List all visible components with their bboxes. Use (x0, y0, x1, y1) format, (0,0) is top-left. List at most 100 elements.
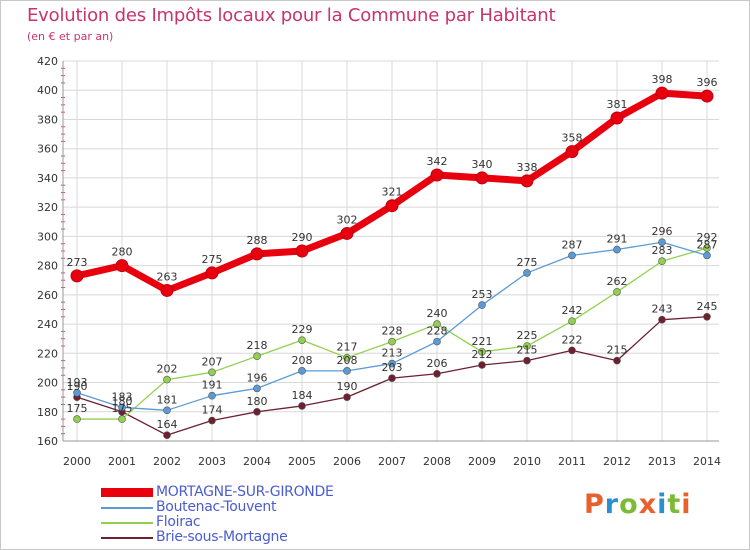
data-point (520, 174, 534, 188)
data-label: 212 (472, 348, 493, 361)
data-label: 184 (292, 389, 313, 402)
data-label: 228 (382, 325, 403, 338)
y-tick-label: 340 (37, 172, 58, 185)
data-point (703, 251, 711, 260)
y-tick-label: 300 (37, 230, 58, 243)
data-label: 292 (697, 231, 718, 244)
data-label: 302 (337, 213, 358, 226)
data-label: 208 (337, 354, 358, 367)
data-point (478, 348, 486, 356)
x-tick-label: 2009 (468, 455, 496, 468)
data-point (253, 407, 261, 416)
data-point (475, 171, 489, 185)
data-point (250, 247, 264, 261)
data-point (70, 269, 84, 283)
y-tick-label: 320 (37, 201, 58, 214)
data-label: 202 (157, 363, 178, 376)
y-tick-label: 420 (37, 55, 58, 68)
data-label: 175 (67, 402, 88, 415)
data-point (115, 259, 129, 273)
data-label: 398 (652, 73, 673, 86)
x-tick-label: 2013 (648, 455, 676, 468)
proxiti-logo[interactable]: Proxiti (584, 489, 692, 520)
data-label: 221 (472, 335, 493, 348)
logo-letter: i (657, 489, 668, 520)
data-label: 228 (427, 325, 448, 338)
data-point (433, 337, 441, 346)
data-point (700, 89, 714, 103)
data-point (208, 368, 216, 377)
logo-letter: i (681, 489, 692, 520)
data-point (658, 257, 666, 266)
data-point (658, 238, 666, 247)
data-point (343, 353, 351, 362)
data-label: 242 (562, 304, 583, 317)
x-tick-label: 2002 (153, 455, 181, 468)
x-tick-label: 2012 (603, 455, 631, 468)
legend-swatch (101, 488, 153, 497)
x-tick-label: 2004 (243, 455, 271, 468)
x-tick-label: 2001 (108, 455, 136, 468)
x-tick-label: 2005 (288, 455, 316, 468)
data-point (565, 145, 579, 159)
data-label: 283 (652, 244, 673, 257)
legend-label: Brie-sous-Mortagne (156, 529, 288, 545)
data-point (568, 346, 576, 355)
x-tick-label: 2008 (423, 455, 451, 468)
data-label: 203 (382, 361, 403, 374)
data-label: 291 (607, 233, 628, 246)
data-point (298, 402, 306, 410)
data-point (523, 342, 531, 350)
data-point (433, 320, 441, 328)
data-label: 190 (337, 380, 358, 393)
data-point (433, 369, 441, 378)
data-point (118, 403, 126, 412)
legend-swatch (101, 537, 153, 539)
y-tick-label: 380 (37, 113, 58, 126)
data-point (163, 375, 171, 384)
data-point (613, 288, 621, 296)
data-label: 296 (652, 225, 673, 238)
x-tick-label: 2011 (558, 455, 586, 468)
data-label: 287 (697, 238, 718, 251)
data-point (478, 301, 486, 309)
y-tick-label: 360 (37, 143, 58, 156)
data-label: 225 (517, 329, 538, 342)
legend-swatch (101, 507, 153, 509)
data-label: 253 (472, 288, 493, 301)
logo-letter: P (584, 489, 605, 520)
data-point (385, 199, 399, 213)
data-label: 208 (292, 354, 313, 367)
data-label: 215 (607, 344, 628, 357)
data-label: 240 (427, 307, 448, 320)
data-label: 338 (517, 161, 538, 174)
data-label: 396 (697, 76, 718, 89)
data-label: 275 (517, 256, 538, 269)
logo-letter: o (619, 489, 639, 520)
data-point (343, 393, 351, 401)
data-label: 263 (157, 270, 178, 283)
data-label: 164 (157, 418, 178, 431)
data-label: 180 (112, 395, 133, 408)
data-label: 175 (112, 402, 133, 415)
logo-letter: x (638, 489, 658, 520)
x-tick-label: 2006 (333, 455, 361, 468)
data-point (523, 269, 531, 277)
chart-title: Evolution des Impôts locaux pour la Comm… (27, 5, 556, 26)
data-label: 245 (697, 300, 718, 313)
legend-label: MORTAGNE-SUR-GIRONDE (156, 484, 334, 500)
data-point (478, 361, 486, 369)
data-point (298, 336, 306, 344)
data-label: 180 (247, 395, 268, 408)
data-point (73, 415, 81, 423)
chart-subtitle: (en € et par an) (27, 30, 114, 43)
data-label: 222 (562, 333, 583, 346)
data-point (208, 416, 216, 425)
data-point (295, 244, 309, 258)
data-point (118, 415, 126, 423)
data-point (253, 352, 261, 361)
data-point (73, 388, 81, 397)
x-tick-label: 2003 (198, 455, 226, 468)
